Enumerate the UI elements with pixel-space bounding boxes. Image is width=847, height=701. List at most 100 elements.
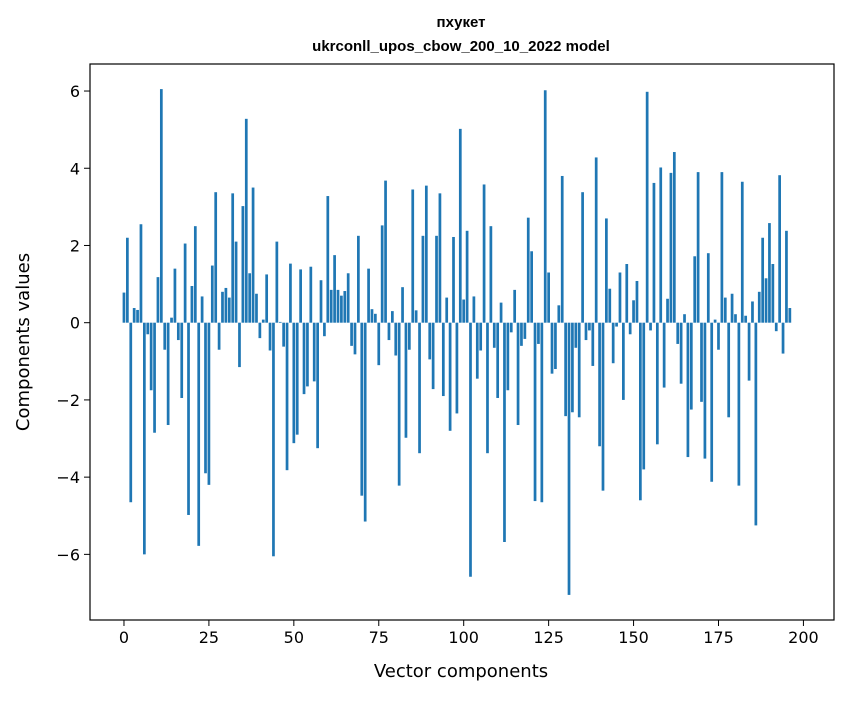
bar-component-17 [180, 322, 184, 398]
bar-component-189 [764, 278, 768, 323]
bar-component-31 [227, 297, 231, 323]
bar-component-72 [367, 268, 370, 323]
bar-component-45 [275, 241, 279, 323]
bar-component-107 [486, 322, 489, 454]
y-tick-label: −2 [56, 391, 80, 410]
bar-component-91 [431, 322, 435, 390]
y-tick-label: 6 [70, 82, 80, 101]
bar-component-66 [346, 273, 350, 323]
bar-component-185 [751, 301, 754, 323]
bar-component-33 [234, 241, 238, 323]
bar-component-117 [520, 322, 523, 346]
bar-component-75 [377, 322, 381, 366]
bar-component-155 [649, 322, 652, 331]
x-tick-label: 25 [199, 628, 219, 647]
bar-component-79 [391, 311, 394, 323]
bar-component-115 [513, 289, 517, 323]
bar-component-177 [723, 297, 727, 323]
bar-component-5 [139, 224, 143, 323]
bar-component-111 [499, 302, 503, 323]
y-tick-label: 2 [70, 236, 80, 255]
x-tick-label: 100 [448, 628, 479, 647]
bar-component-36 [244, 118, 248, 323]
bar-component-162 [672, 152, 676, 323]
bar-component-112 [503, 322, 506, 542]
bar-component-26 [210, 265, 214, 323]
bar-component-161 [669, 172, 673, 323]
bar-component-90 [428, 322, 432, 360]
bar-component-190 [768, 223, 771, 323]
chart-title-line2: ukrconll_upos_cbow_200_10_2022 model [312, 38, 610, 55]
bar-component-113 [506, 322, 510, 391]
bar-component-37 [248, 273, 252, 323]
bar-component-102 [469, 322, 472, 577]
bar-component-42 [265, 274, 269, 323]
bar-component-143 [608, 288, 612, 323]
bar-component-10 [156, 277, 160, 323]
bar-component-106 [482, 184, 486, 323]
bar-component-11 [159, 89, 163, 323]
bar-component-95 [445, 297, 449, 323]
bar-component-165 [683, 314, 686, 323]
bar-component-44 [272, 322, 275, 557]
bar-component-119 [526, 217, 530, 323]
bar-component-1 [126, 237, 129, 323]
bar-component-84 [407, 322, 411, 350]
bar-component-34 [238, 322, 241, 368]
bar-component-172 [706, 253, 710, 323]
bar-component-171 [703, 322, 707, 459]
bar-component-191 [771, 264, 775, 323]
bars-group [122, 89, 792, 595]
bar-component-150 [632, 300, 635, 323]
bar-component-103 [472, 296, 476, 323]
bar-component-54 [306, 322, 309, 387]
bar-component-56 [312, 322, 316, 382]
bar-component-126 [550, 322, 554, 374]
bar-component-176 [720, 172, 724, 323]
bar-component-74 [374, 313, 377, 323]
bar-component-178 [727, 322, 731, 418]
bar-component-88 [421, 235, 425, 323]
bar-component-135 [581, 192, 584, 323]
bar-component-32 [231, 193, 235, 323]
bar-component-49 [289, 263, 292, 323]
bar-component-62 [333, 255, 336, 323]
bar-component-30 [224, 287, 228, 323]
bar-component-69 [357, 235, 360, 323]
bar-component-22 [197, 322, 201, 546]
bar-component-108 [489, 226, 493, 323]
plot-area-frame [89, 63, 835, 621]
bar-component-18 [183, 243, 187, 323]
bar-component-6 [143, 322, 146, 555]
bar-component-193 [778, 175, 781, 323]
bar-component-120 [530, 251, 533, 323]
x-tick-label: 0 [119, 628, 129, 647]
bar-component-46 [278, 321, 282, 323]
bar-component-43 [268, 322, 272, 351]
bar-component-159 [662, 322, 666, 388]
bar-component-148 [625, 264, 629, 323]
bar-component-116 [516, 322, 520, 426]
bar-component-38 [251, 187, 255, 323]
bar-component-129 [560, 175, 564, 323]
bar-component-52 [299, 269, 302, 323]
bar-component-8 [149, 322, 153, 391]
bar-component-47 [282, 322, 285, 347]
bar-component-9 [153, 322, 156, 433]
bar-component-104 [475, 322, 479, 379]
x-tick-label: 75 [369, 628, 389, 647]
bar-component-180 [734, 314, 737, 323]
y-tick-label: −4 [56, 468, 80, 487]
bar-component-187 [757, 291, 761, 323]
bar-component-92 [435, 235, 438, 323]
bar-component-134 [577, 322, 581, 418]
bar-component-4 [136, 309, 139, 323]
bar-component-139 [594, 157, 598, 323]
bar-component-73 [370, 309, 374, 323]
bar-component-82 [401, 287, 404, 323]
bar-component-122 [537, 322, 540, 344]
bar-component-158 [659, 167, 663, 323]
bar-component-93 [438, 193, 442, 323]
